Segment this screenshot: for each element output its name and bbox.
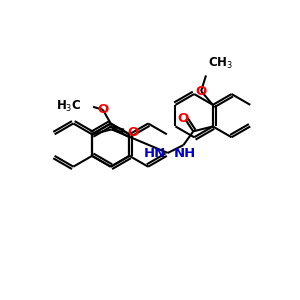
Text: O: O [178, 112, 189, 125]
Text: O: O [128, 126, 139, 139]
Text: O: O [97, 103, 109, 116]
Text: HN: HN [143, 147, 166, 161]
Text: NH: NH [173, 147, 196, 160]
Text: CH$_3$: CH$_3$ [208, 56, 233, 71]
Text: O: O [196, 85, 207, 98]
Text: H$_3$C: H$_3$C [56, 99, 81, 114]
